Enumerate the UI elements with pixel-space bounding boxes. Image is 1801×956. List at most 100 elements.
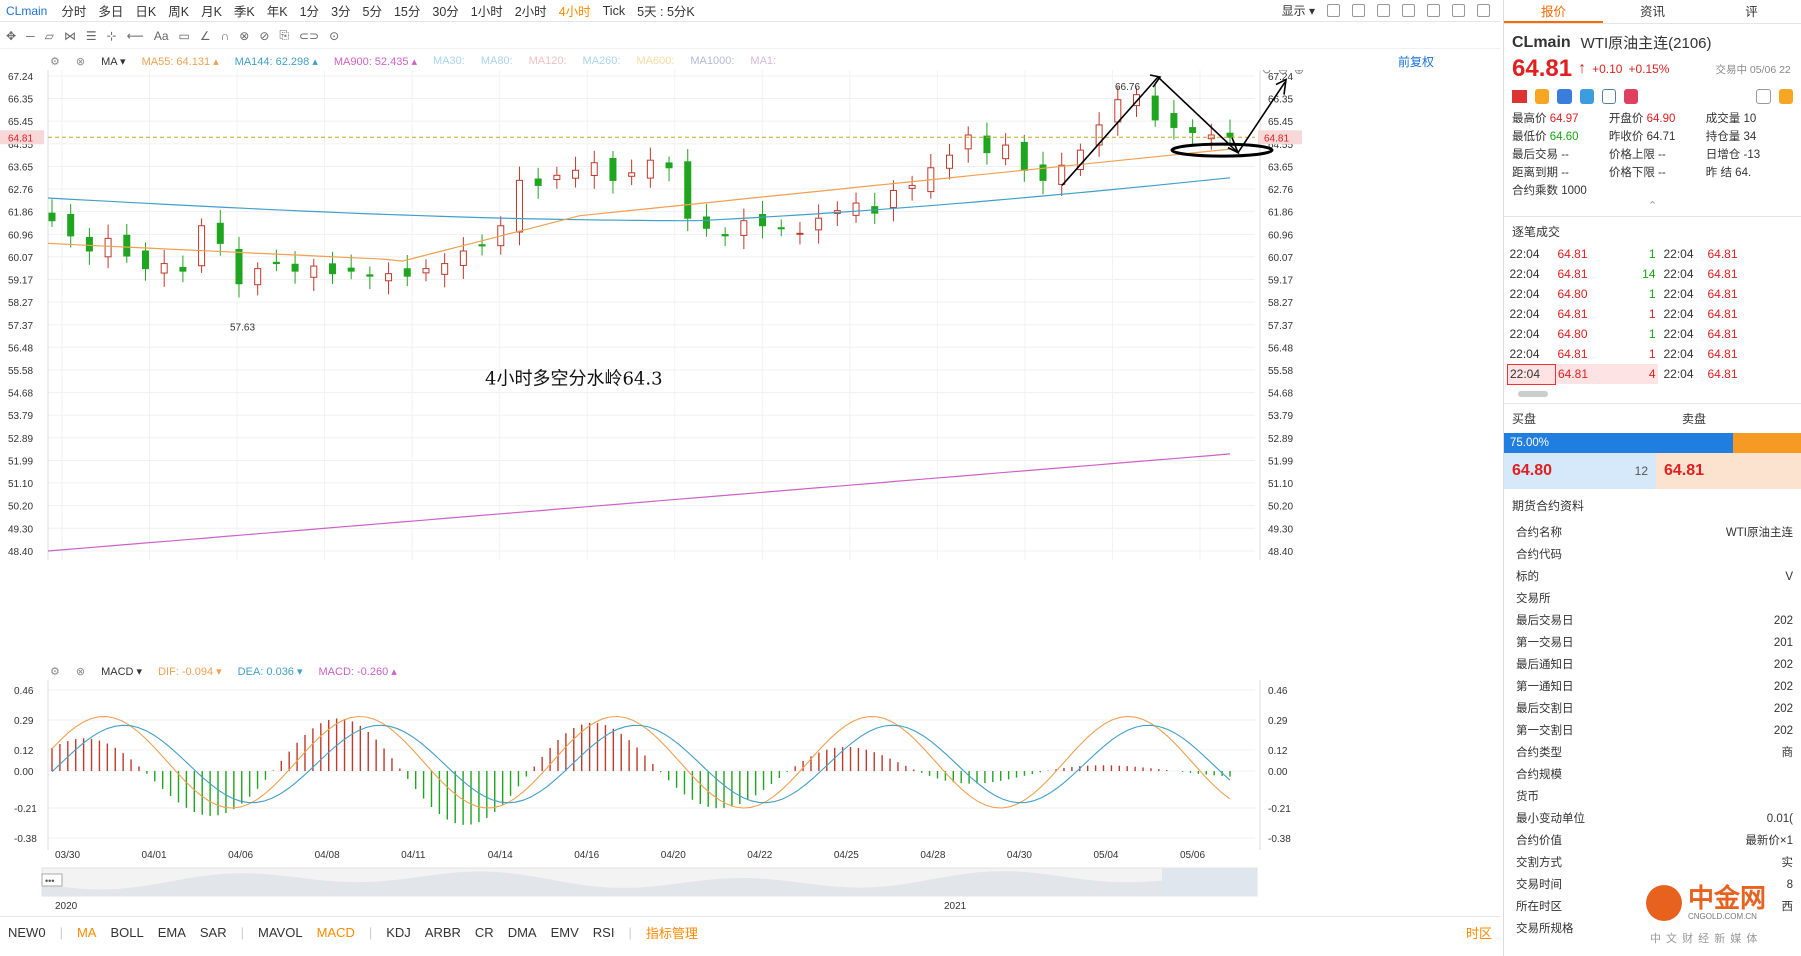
draw-tool-4[interactable]: ☰ <box>85 28 97 43</box>
quote-tab-资讯[interactable]: 资讯 <box>1639 5 1665 19</box>
checkbox-icon[interactable] <box>1352 4 1365 17</box>
indicator-MACD[interactable]: MACD <box>316 925 355 940</box>
expand-icon[interactable] <box>1452 4 1465 17</box>
period-年K[interactable]: 年K <box>266 5 288 19</box>
tag-icon[interactable] <box>1579 89 1594 104</box>
restore-right-button[interactable]: 前复权 <box>1398 55 1435 69</box>
ma-indicator-label[interactable]: MA ▾ <box>101 55 126 68</box>
timezone-button[interactable]: 时区 <box>1465 926 1492 941</box>
reset-icon[interactable]: ↺ <box>1262 70 1272 77</box>
candle-body <box>272 261 280 265</box>
trades-scrollbar[interactable] <box>1518 390 1548 397</box>
price-tag-left <box>0 130 44 145</box>
navigator-handle[interactable] <box>41 873 63 887</box>
indicator-CR[interactable]: CR <box>474 925 494 940</box>
fullscreen-icon[interactable] <box>1477 4 1490 17</box>
draw-tool-14[interactable]: ⊂⊃ <box>299 28 320 43</box>
lightning-icon[interactable] <box>1535 89 1550 104</box>
stat-row: 距离到期 -- 价格下限 -- 昨 结 64. <box>1512 164 1793 182</box>
period-3分[interactable]: 3分 <box>331 5 351 19</box>
bell-icon[interactable] <box>1756 89 1771 104</box>
draw-tool-11[interactable]: ⊗ <box>239 28 250 43</box>
period-30分[interactable]: 30分 <box>432 5 459 19</box>
draw-tool-5[interactable]: ⊹ <box>106 28 117 43</box>
period-5分[interactable]: 5分 <box>362 5 382 19</box>
draw-tool-6[interactable]: ⟵ <box>126 28 144 43</box>
period-1分[interactable]: 1分 <box>299 5 320 19</box>
x-tick-label: 04/06 <box>228 850 253 861</box>
quote-tab-报价[interactable]: 报价 <box>1504 0 1603 23</box>
period-4小时[interactable]: 4小时 <box>558 5 591 19</box>
indicator-EMV[interactable]: EMV <box>550 925 579 940</box>
draw-tool-0[interactable]: ✥ <box>6 28 17 43</box>
draw-tool-9[interactable]: ∠ <box>199 28 211 43</box>
zoom-in-icon[interactable]: ⊕ <box>1294 70 1304 77</box>
y-tick-label-right: 54.68 <box>1268 389 1293 400</box>
stat-label: 昨收价 <box>1608 131 1647 143</box>
heart-icon[interactable] <box>1624 89 1639 104</box>
camera-icon[interactable] <box>1377 4 1390 17</box>
draw-tool-8[interactable]: ▭ <box>178 28 190 43</box>
y-tick-label: 51.10 <box>8 479 33 490</box>
indicator-指标管理[interactable]: 指标管理 <box>645 926 698 941</box>
period-周K[interactable]: 周K <box>168 5 190 19</box>
period-2小时[interactable]: 2小时 <box>514 5 547 19</box>
period-分时[interactable]: 分时 <box>61 5 87 19</box>
macd-close-icon[interactable]: ⊗ <box>75 665 86 678</box>
symbol-label[interactable]: CLmain <box>6 3 48 18</box>
period-5天 : 5分K[interactable]: 5天 : 5分K <box>637 5 695 19</box>
candle-body <box>254 268 262 286</box>
doc-icon[interactable] <box>1601 89 1617 104</box>
period-日K[interactable]: 日K <box>135 5 157 19</box>
watermark-tagline: 中 文 财 经 新 媒 体 <box>1650 933 1759 945</box>
draw-tool-15[interactable]: ⊙ <box>329 28 340 43</box>
contract-row: 交易所 <box>1504 588 1801 610</box>
trade-cell: 22:04 <box>1509 267 1540 281</box>
period-1小时[interactable]: 1小时 <box>470 5 503 19</box>
indicator-KDJ[interactable]: KDJ <box>386 925 411 940</box>
indicator-BOLL[interactable]: BOLL <box>110 925 144 940</box>
navigator-window[interactable] <box>1162 868 1257 896</box>
indicator-EMA[interactable]: EMA <box>157 925 186 940</box>
bid-price[interactable]: 64.80 <box>1512 461 1553 479</box>
indicator-MAVOL[interactable]: MAVOL <box>258 925 303 940</box>
period-Tick[interactable]: Tick <box>602 3 626 18</box>
draw-tool-3[interactable]: ⋈ <box>63 28 76 43</box>
grid <box>48 70 1255 560</box>
indicator-ARBR[interactable]: ARBR <box>424 925 461 940</box>
image-icon[interactable] <box>1402 4 1415 17</box>
settings-icon[interactable]: ⚙ <box>50 55 60 68</box>
ask-price[interactable]: 64.81 <box>1664 461 1705 479</box>
period-15分[interactable]: 15分 <box>393 5 421 19</box>
display-dropdown[interactable]: 显示 ▾ <box>1281 4 1315 18</box>
draw-tool-10[interactable]: ∩ <box>220 28 230 43</box>
candlestick-chart[interactable]: 67.24 67.24 66.35 66.35 65.45 65.45 64.55 64.55… <box>0 70 1500 660</box>
quote-tab-评[interactable]: 评 <box>1745 5 1758 19</box>
time-navigator[interactable]: ••• 2020 2021 <box>0 866 1500 914</box>
gear-icon[interactable] <box>1327 4 1340 17</box>
zoom-out-icon[interactable]: ⊖ <box>1278 70 1288 77</box>
period-季K[interactable]: 季K <box>233 5 255 19</box>
draw-tool-2[interactable]: ▱ <box>44 28 54 43</box>
chart-icon[interactable] <box>1557 89 1572 104</box>
period-月K[interactable]: 月K <box>201 5 222 19</box>
period-多日[interactable]: 多日 <box>98 5 124 19</box>
pencil-icon[interactable] <box>1427 4 1440 17</box>
close-icon[interactable]: ⊗ <box>75 55 86 68</box>
macd-settings-icon[interactable]: ⚙ <box>50 665 60 678</box>
indicator-NEW0[interactable]: NEW0 <box>8 925 46 940</box>
draw-tool-7[interactable]: Aa <box>153 28 169 43</box>
indicator-SAR[interactable]: SAR <box>199 925 227 940</box>
macd-indicator-label[interactable]: MACD ▾ <box>101 665 143 678</box>
y-tick-label-right: 57.37 <box>1268 321 1293 332</box>
draw-tool-13[interactable]: ⎘ <box>279 28 289 42</box>
macd-chart[interactable]: 0.46 0.46 0.29 0.29 0.12 0.12 0.00 0.00 -0.21 -0.… <box>0 680 1500 865</box>
indicator-DMA[interactable]: DMA <box>507 925 537 940</box>
collapse-chevron-icon[interactable]: ⌃ <box>1647 200 1658 212</box>
draw-tool-1[interactable]: ─ <box>26 28 35 43</box>
indicator-MA[interactable]: MA <box>76 925 97 940</box>
draw-tool-12[interactable]: ⊘ <box>259 28 270 43</box>
stat-value: 10 <box>1743 113 1757 125</box>
alert-icon[interactable] <box>1778 89 1793 104</box>
indicator-RSI[interactable]: RSI <box>592 925 615 940</box>
